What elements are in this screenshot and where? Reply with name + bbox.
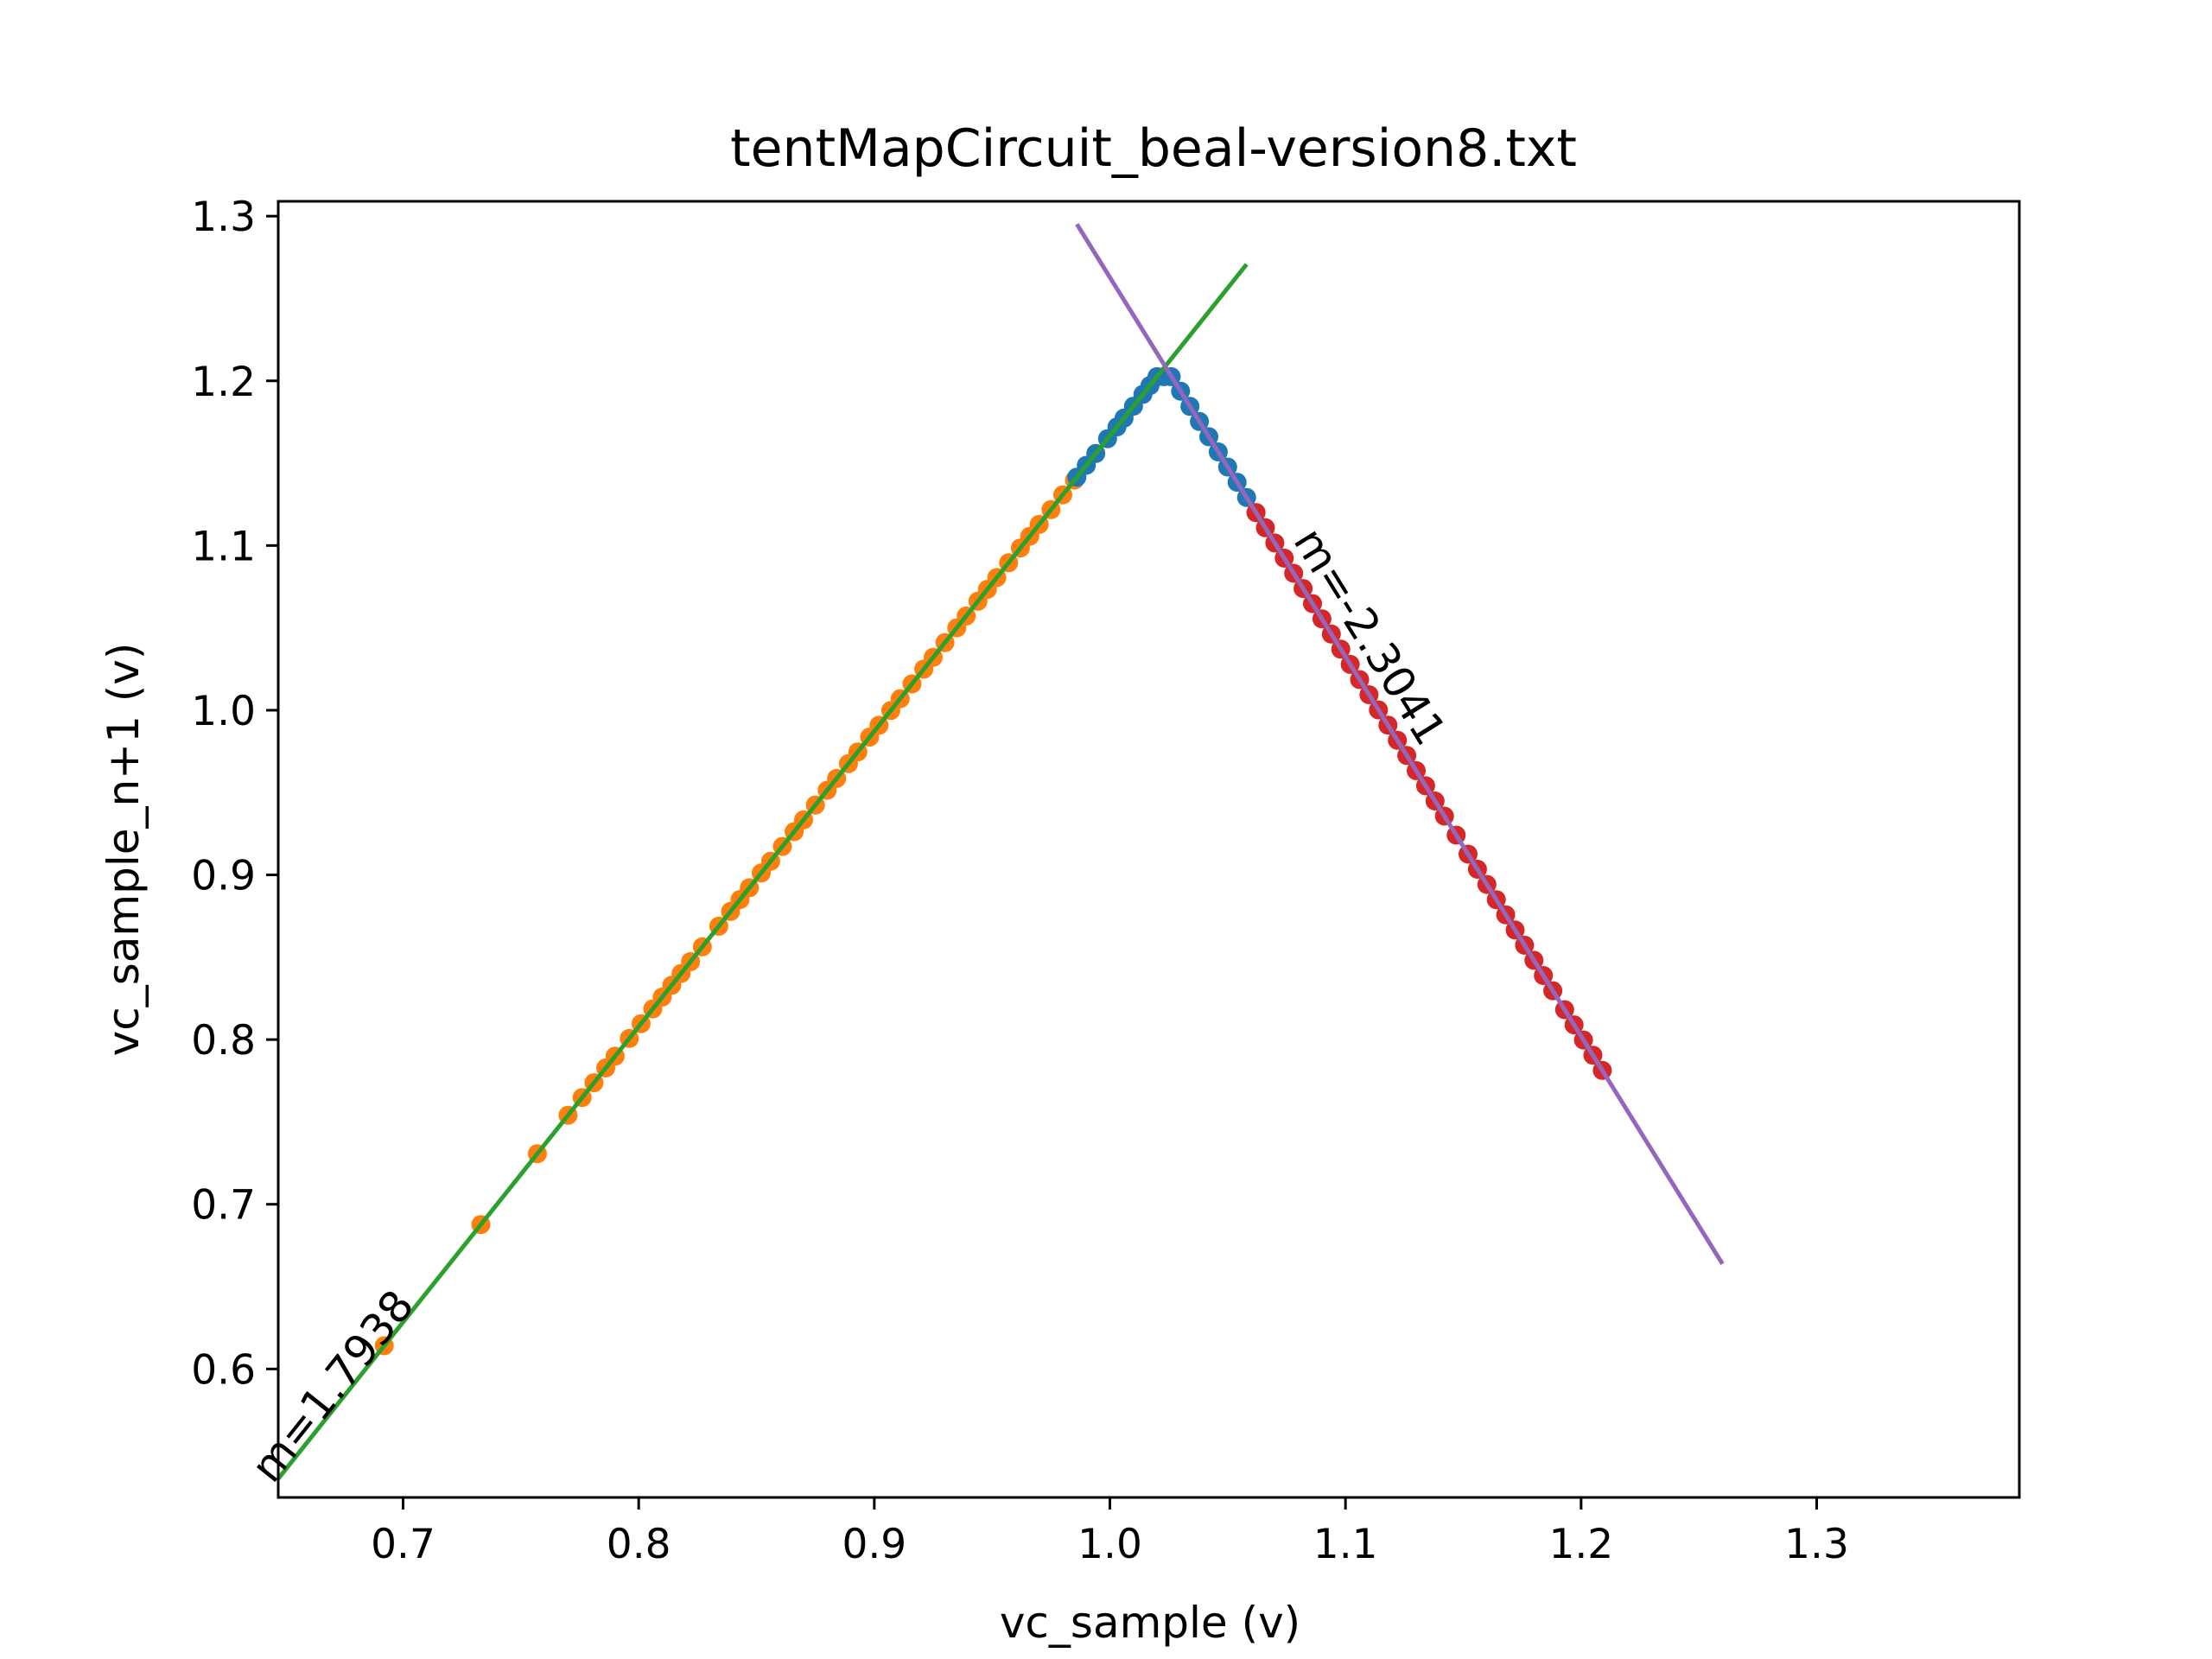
y-tick-label: 1.1 (191, 523, 256, 570)
y-axis-label: vc_sample_n+1 (v) (99, 643, 149, 1057)
y-tick-label: 0.9 (191, 853, 256, 900)
x-tick-label: 0.9 (842, 1521, 906, 1568)
chart-title: tentMapCircuit_beal-version8.txt (730, 118, 1577, 179)
y-axis: 0.6 0.7 0.8 0.9 1.0 1.1 1.2 1.3 (191, 194, 278, 1394)
x-tick-label: 0.8 (607, 1521, 671, 1568)
x-axis: 0.7 0.8 0.9 1.0 1.1 1.2 1.3 (371, 1497, 1849, 1568)
x-tick-label: 1.3 (1784, 1521, 1849, 1568)
fit-line-3 (276, 263, 1249, 1480)
y-tick-label: 0.8 (191, 1017, 256, 1065)
y-tick-label: 0.6 (191, 1346, 256, 1394)
plot-frame (276, 200, 2021, 1499)
x-tick-label: 0.7 (371, 1521, 435, 1568)
fit-line-4 (1075, 223, 1725, 1266)
y-tick-label: 0.7 (191, 1182, 256, 1230)
x-tick-label: 1.1 (1313, 1521, 1378, 1568)
x-axis-label: vc_sample (v) (1000, 1598, 1300, 1648)
x-tick-label: 1.0 (1077, 1521, 1142, 1568)
series-layer (276, 223, 1725, 1480)
y-tick-label: 1.2 (191, 359, 256, 406)
y-tick-label: 1.0 (191, 688, 256, 735)
y-tick-label: 1.3 (191, 194, 256, 241)
x-tick-label: 1.2 (1548, 1521, 1613, 1568)
